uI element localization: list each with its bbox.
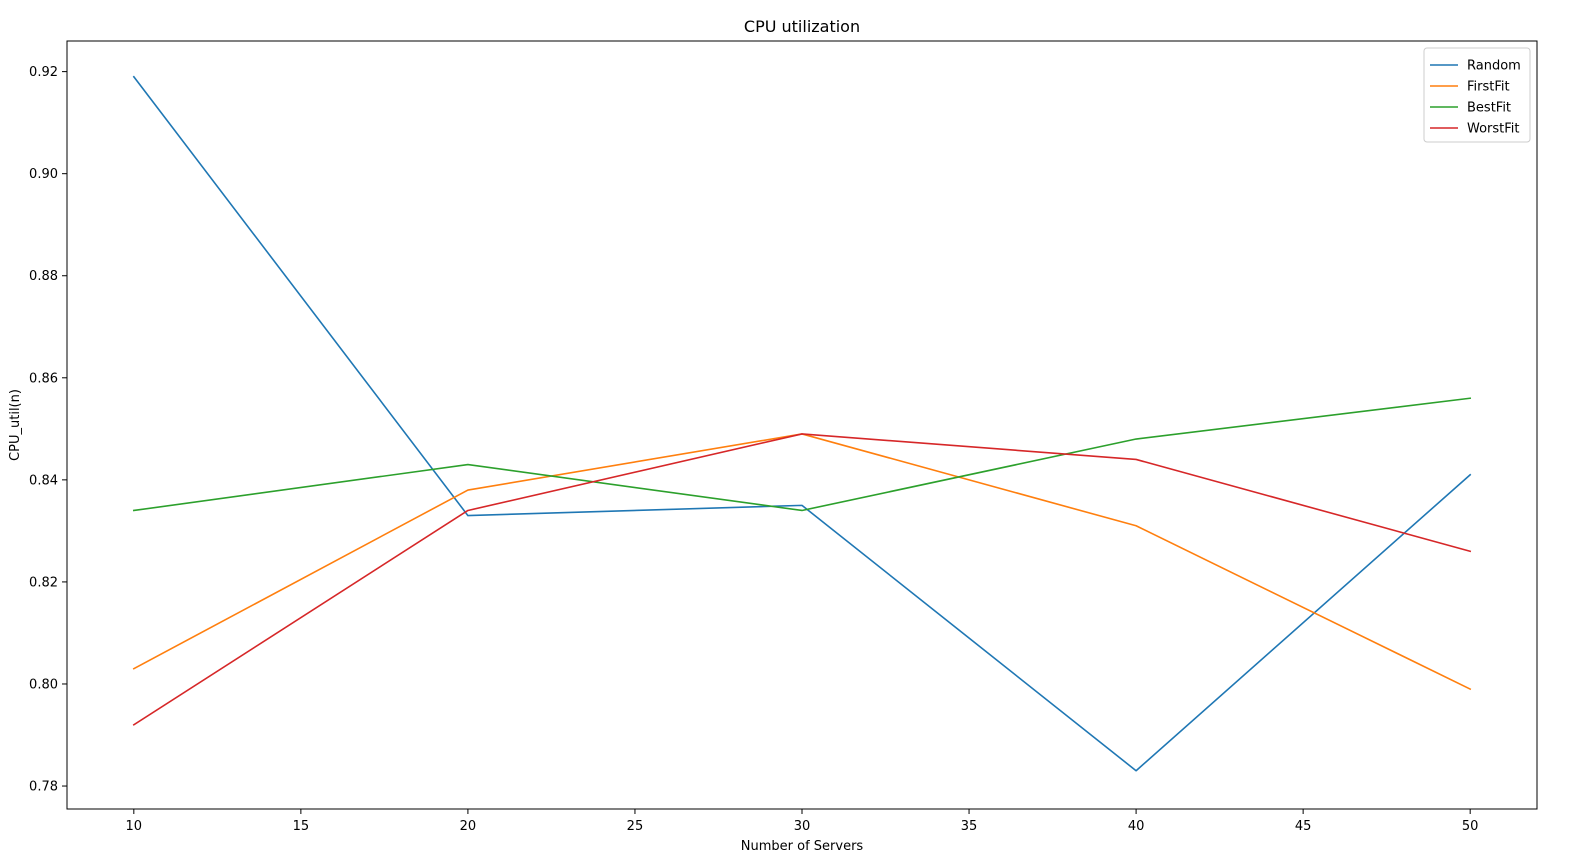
y-tick-label: 0.82 <box>29 575 58 590</box>
y-tick-label: 0.90 <box>29 167 58 182</box>
chart-title: CPU utilization <box>744 17 860 36</box>
y-axis: 0.78 0.80 0.82 0.84 0.86 0.88 0.90 0.92 <box>29 65 67 795</box>
y-tick-label: 0.80 <box>29 677 58 692</box>
y-tick-label: 0.86 <box>29 371 58 386</box>
series-line-bestfit <box>132 397 1472 512</box>
y-tick-label: 0.78 <box>29 780 58 795</box>
x-tick-label: 10 <box>126 819 143 834</box>
legend-label: WorstFit <box>1467 122 1520 137</box>
legend-box <box>1423 47 1531 143</box>
x-axis: 10 15 20 25 30 35 40 45 50 <box>126 809 1479 834</box>
axes-frame <box>66 40 1538 810</box>
series-line-random <box>132 75 1472 772</box>
y-tick-label: 0.92 <box>29 65 58 80</box>
x-tick-label: 50 <box>1462 819 1479 834</box>
y-tick-label: 0.84 <box>29 473 58 488</box>
x-tick-label: 35 <box>961 819 978 834</box>
series-line-firstfit <box>132 433 1472 691</box>
legend-label: BestFit <box>1467 101 1511 116</box>
x-tick-label: 45 <box>1295 819 1312 834</box>
x-tick-label: 25 <box>627 819 644 834</box>
x-tick-label: 15 <box>293 819 310 834</box>
y-axis-label: CPU_util(n) <box>8 389 23 461</box>
x-axis-label: Number of Servers <box>741 839 864 851</box>
x-tick-label: 30 <box>794 819 811 834</box>
x-tick-label: 40 <box>1128 819 1145 834</box>
y-tick-label: 0.88 <box>29 269 58 284</box>
legend-label: FirstFit <box>1467 80 1510 95</box>
plot-area <box>132 75 1472 772</box>
series-line-worstfit <box>132 433 1472 726</box>
legend: Random FirstFit BestFit WorstFit <box>1423 47 1531 143</box>
legend-label: Random <box>1467 59 1521 74</box>
x-tick-label: 20 <box>460 819 477 834</box>
